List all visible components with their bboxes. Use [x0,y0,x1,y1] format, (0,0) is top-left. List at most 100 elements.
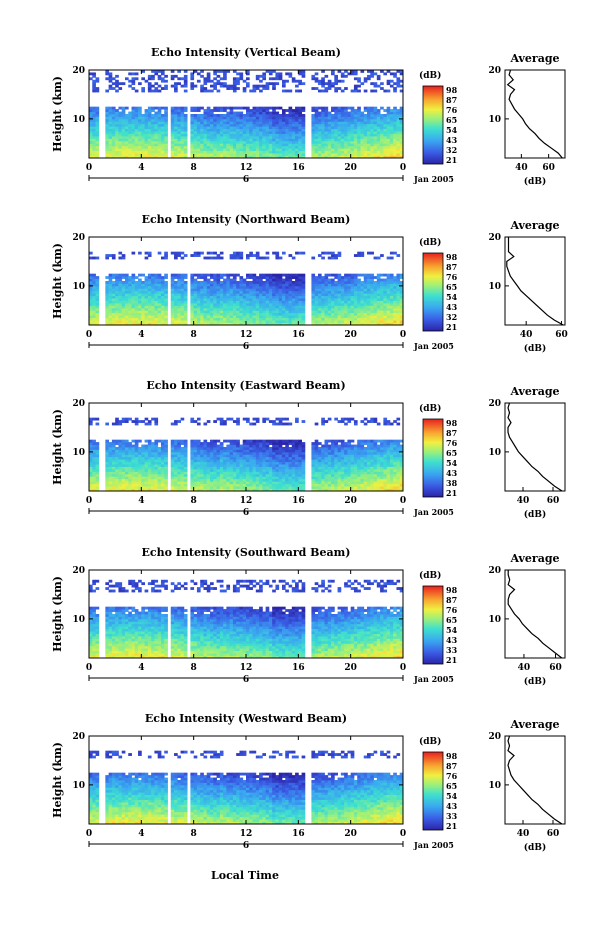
colorbar-tick-label: 98 [446,85,458,95]
y-axis-label: Height (km) [51,76,64,152]
heatmap [89,417,404,492]
x-tick-label: 0 [400,330,406,340]
profile-title: Average [509,52,559,65]
profile-title: Average [509,219,559,232]
heatmap [89,579,404,659]
x-tick-label: 8 [191,163,197,173]
x-tick-label: 4 [138,496,144,506]
profile-x-tick-label: 60 [549,663,562,673]
x-tick-label: 12 [240,330,253,340]
colorbar-tick-label: 43 [446,801,458,811]
profile-y-tick-label: 20 [488,233,501,243]
profile-x-tick-label: 40 [517,829,530,839]
x-tick-label: 12 [240,663,253,673]
colorbar [422,418,444,498]
x-tick-label: 0 [400,496,406,506]
colorbar-tick-label: 54 [446,625,458,635]
profile-x-label: (dB) [524,343,546,354]
profile-line [506,237,564,326]
colorbar-tick-label: 76 [446,605,458,615]
profile-y-tick-label: 10 [488,448,501,458]
y-axis-label: Height (km) [51,243,64,319]
y-tick-label: 10 [72,448,85,458]
x-tick-label: 12 [240,496,253,506]
beam-panel-5: Echo Intensity (Westward Beam) 20 10 Height… [51,712,566,853]
profile-x-label: (dB) [524,176,546,187]
profile-y-tick-label: 20 [488,399,501,409]
date-label: Jan 2005 [413,174,454,184]
heatmap [89,750,404,825]
colorbar-unit: (dB) [419,237,441,248]
colorbar-tick-label: 65 [446,282,457,292]
colorbar-tick-label: 65 [446,115,457,125]
profile-y-tick-label: 20 [488,732,501,742]
x-tick-label: 20 [344,829,357,839]
colorbar-tick-label: 76 [446,771,458,781]
profile-x-tick-label: 60 [547,496,560,506]
colorbar-tick-label: 54 [446,125,458,135]
profile-title: Average [509,552,559,565]
colorbar [422,85,444,165]
x-tick-label: 8 [191,663,197,673]
profile-x-tick-label: 60 [542,163,555,173]
y-tick-label: 20 [72,566,85,576]
profile-y-tick-label: 20 [488,566,501,576]
colorbar [422,585,444,665]
colorbar-tick-label: 98 [446,252,458,262]
profile-y-tick-label: 10 [488,115,501,125]
colorbar-tick-label: 33 [446,645,458,655]
colorbar-unit: (dB) [419,570,441,581]
profile-line [507,570,563,659]
colorbar-tick-label: 87 [446,428,457,438]
beam-panel-3: Echo Intensity (Eastward Beam) 20 10 Height… [51,379,566,520]
beam-panel-1: Echo Intensity (Vertical Beam) 20 10 Height… [51,46,566,187]
profile-frame [504,236,566,326]
day-label: 6 [243,342,249,352]
profile-y-tick-label: 10 [488,282,501,292]
colorbar-tick-label: 87 [446,595,457,605]
profile-line [507,402,563,492]
profile-line [507,735,563,825]
colorbar-tick-label: 43 [446,468,458,478]
day-label: 6 [243,175,249,185]
colorbar-tick-label: 65 [446,781,457,791]
colorbar-tick-label: 98 [446,418,458,428]
y-axis-label: Height (km) [51,409,64,485]
profile-frame [504,735,566,825]
colorbar [422,751,444,831]
y-tick-label: 20 [72,399,85,409]
colorbar-tick-label: 98 [446,585,458,595]
profile-x-tick-label: 40 [517,496,530,506]
profile-frame [504,402,566,492]
x-axis-label: Local Time [211,869,279,882]
colorbar-tick-label: 76 [446,438,458,448]
y-tick-label: 10 [72,781,85,791]
x-tick-label: 0 [400,163,406,173]
x-tick-label: 4 [138,829,144,839]
date-label: Jan 2005 [413,674,454,684]
day-label: 6 [243,675,249,685]
y-tick-label: 20 [72,233,85,243]
colorbar-tick-label: 65 [446,615,457,625]
beam-panel-2: Echo Intensity (Northward Beam) 20 10 Heigh… [51,213,568,354]
profile-x-tick-label: 60 [547,829,560,839]
y-tick-label: 10 [72,282,85,292]
profile-title: Average [509,385,559,398]
y-tick-label: 20 [72,732,85,742]
colorbar-tick-label: 21 [446,488,457,498]
colorbar-tick-label: 98 [446,751,458,761]
colorbar-tick-label: 21 [446,821,457,831]
x-tick-label: 0 [86,163,92,173]
y-axis-label: Height (km) [51,742,64,818]
x-tick-label: 0 [86,496,92,506]
x-tick-label: 20 [344,163,357,173]
date-label: Jan 2005 [413,840,454,850]
colorbar-tick-label: 38 [446,478,458,488]
x-tick-label: 16 [292,330,305,340]
x-tick-label: 12 [240,163,253,173]
x-tick-label: 8 [191,829,197,839]
colorbar-unit: (dB) [419,736,441,747]
colorbar-tick-label: 21 [446,155,457,165]
profile-frame [504,569,566,659]
